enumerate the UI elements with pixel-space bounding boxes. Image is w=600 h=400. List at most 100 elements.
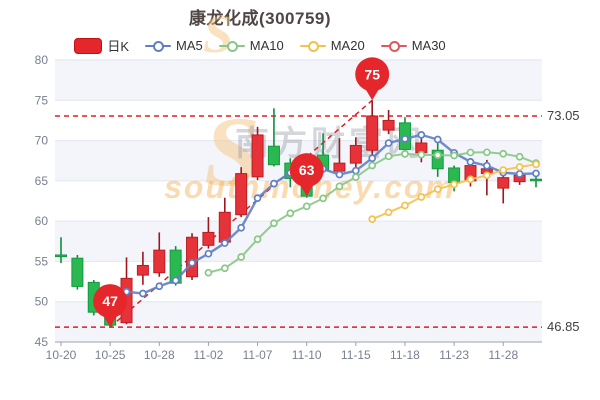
ma10-marker [220,264,229,273]
legend-label: MA10 [249,38,284,53]
candle-10-20[interactable] [55,254,67,258]
ma5-marker [253,194,262,202]
marker-pin-47 [93,284,128,319]
ma10-marker [417,150,426,159]
y-axis-label: 60 [35,214,49,228]
legend-line-icon [299,40,326,52]
x-axis-label: 11-23 [439,348,469,362]
y-axis-label: 55 [35,254,49,268]
marker-pin-label-47: 47 [102,293,118,309]
legend-label: MA30 [411,38,446,53]
ma20-marker [417,193,426,201]
ma20-marker [499,166,508,174]
candle-11-07[interactable] [251,134,264,178]
y-axis-label: 70 [35,134,49,148]
ma10-marker [384,152,393,161]
ma10-marker [483,148,491,157]
chart-title: 康龙化成(300759) [188,9,332,28]
ma20-marker [466,175,475,184]
ma10-marker [237,253,246,261]
legend-item-ma10[interactable]: MA10 [218,38,284,53]
ma10-marker [499,149,508,158]
marker-pin-label-75: 75 [364,66,380,82]
candle-11-28[interactable] [497,177,510,189]
ma5-marker [384,139,393,147]
candle-11-14[interactable] [333,162,346,172]
ma10-marker [204,268,213,277]
ma5-marker [532,169,540,178]
candle-11-23[interactable] [448,167,461,183]
legend-label: MA5 [176,38,203,53]
marker-pin-75 [355,57,390,92]
legend: 日K MA5 MA10 MA20 MA30 [0,36,520,55]
x-axis-label: 11-28 [488,348,518,362]
watermark-logo-icon: S [204,96,260,207]
candle-11-16[interactable] [366,115,379,151]
candle-11-15[interactable] [349,144,362,164]
reference-line-label: 73.05 [547,108,580,123]
ma5-marker [335,170,344,179]
ma5-marker [270,179,278,188]
y-axis-label: 75 [35,93,49,107]
legend-item-日k[interactable]: 日K [74,36,129,55]
ma5-marker [433,135,442,144]
candle-10-21[interactable] [71,257,84,287]
watermark-logo-top-icon: S [203,4,233,64]
x-axis-label: 11-02 [194,348,224,362]
ma10-marker [286,209,295,218]
ma10-marker [302,202,311,211]
y-axis-label: 45 [35,335,49,349]
legend-line-icon [145,40,172,52]
ma10-marker [466,148,475,157]
x-axis-label: 10-20 [46,348,77,362]
background-band [55,301,542,342]
y-axis-label: 80 [35,53,49,67]
ma10-marker [450,151,458,160]
ma5-marker [466,157,475,166]
y-axis-label: 50 [35,295,49,309]
reference-line-label: 46.85 [547,319,580,334]
ma10-marker [270,219,278,228]
candle-10-28[interactable] [153,249,166,274]
ma5-marker [220,239,229,247]
x-axis-label: 11-10 [292,348,322,362]
ma20-marker [401,201,409,210]
legend-line-icon [218,40,245,52]
candle-11-30[interactable] [530,178,542,182]
candle-11-02[interactable] [202,231,215,246]
ma10-marker [515,152,524,161]
candle-11-08[interactable] [267,145,280,166]
legend-label: 日K [107,39,130,54]
ma5-marker [139,289,147,298]
y-axis-label: 65 [35,174,49,188]
ma5-marker [171,276,180,285]
ma10-marker [433,151,442,159]
candle-11-04[interactable] [235,173,248,216]
legend-item-ma5[interactable]: MA5 [145,38,203,53]
x-axis-label: 10-28 [144,348,175,362]
legend-candle-icon [74,37,103,54]
x-axis-label: 10-25 [95,348,126,362]
x-axis-label: 11-15 [341,348,371,362]
ma20-marker [384,208,393,217]
marker-pin-label-63: 63 [299,162,315,178]
candle-11-03[interactable] [218,211,231,243]
candle-11-01[interactable] [186,236,199,278]
ma5-marker [515,170,524,178]
legend-item-ma30[interactable]: MA30 [380,38,446,53]
ma10-marker [335,182,344,191]
candle-10-27[interactable] [136,264,149,276]
candle-11-22[interactable] [431,149,444,170]
legend-item-ma20[interactable]: MA20 [299,38,365,53]
ma10-marker [368,161,377,170]
ma5-marker [417,131,426,139]
ma5-marker [483,161,491,170]
legend-label: MA20 [330,38,365,53]
ma5-marker [237,223,246,232]
ma20-marker [532,160,540,169]
ma5-marker [401,135,409,143]
marker-pin-63 [289,153,324,188]
ma20-marker [433,185,442,194]
candle-11-17[interactable] [382,119,395,131]
